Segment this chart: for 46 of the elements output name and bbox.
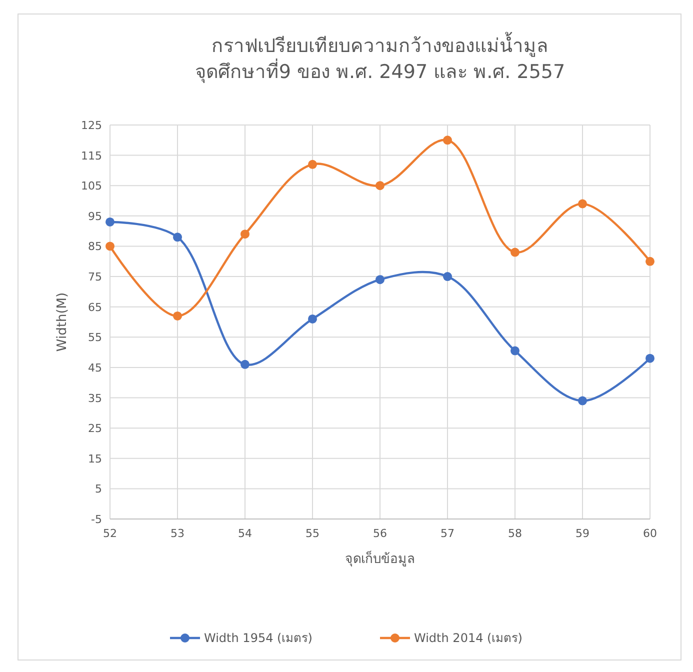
point xyxy=(578,396,587,406)
point xyxy=(510,346,520,356)
y-tick-label: 125 xyxy=(81,119,102,132)
x-tick-label: 57 xyxy=(440,527,454,540)
legend-label: Width 2014 (เมตร) xyxy=(414,631,522,645)
y-tick-label: 35 xyxy=(88,392,102,405)
point xyxy=(646,354,654,363)
y-tick-label: 65 xyxy=(88,300,102,314)
y-tick-label: 15 xyxy=(88,452,102,466)
point xyxy=(376,275,384,284)
x-tick-label: 55 xyxy=(306,527,320,540)
y-tick-label: 105 xyxy=(81,180,102,193)
point xyxy=(173,232,182,242)
point xyxy=(106,242,114,251)
x-tick-label: 53 xyxy=(170,527,184,540)
y-axis-title: Width(M) xyxy=(55,292,70,352)
y-tick-label: 85 xyxy=(88,240,102,254)
point xyxy=(376,181,384,190)
y-tick-label: 95 xyxy=(88,210,102,223)
y-tick-label: -5 xyxy=(91,513,102,526)
x-tick-label: 52 xyxy=(103,527,117,540)
y-tick-label: 55 xyxy=(88,331,102,344)
chart-title: กราฟเปรียบเทียบความกว้างของแม่น้ำมูล จุดศึกษาที่9 ของ พ.ศ. 2497 และ พ.ศ. 2557 xyxy=(194,32,566,84)
x-tick-label: 59 xyxy=(576,527,590,540)
x-tick-label: 54 xyxy=(238,527,252,540)
y-tick-label: 25 xyxy=(88,422,102,436)
point xyxy=(240,230,250,239)
point xyxy=(106,217,114,226)
point xyxy=(240,360,250,369)
point xyxy=(646,256,654,266)
x-tick-label: 60 xyxy=(643,527,657,540)
point xyxy=(173,311,182,320)
point xyxy=(308,160,317,169)
y-tick-label: 45 xyxy=(88,361,102,374)
y-tick-label: 115 xyxy=(81,149,102,162)
point xyxy=(578,199,587,208)
y-tick-label: 75 xyxy=(88,270,102,284)
x-tick-label: 56 xyxy=(373,527,387,540)
x-tick-label: 58 xyxy=(508,527,522,540)
point xyxy=(308,314,317,324)
point xyxy=(443,136,452,145)
point xyxy=(510,248,520,257)
x-axis-title: จุดเก็บข้อมูล xyxy=(345,549,415,567)
point xyxy=(443,272,452,282)
legend-label: Width 1954 (เมตร) xyxy=(204,631,312,645)
y-tick-label: 5 xyxy=(95,482,102,496)
